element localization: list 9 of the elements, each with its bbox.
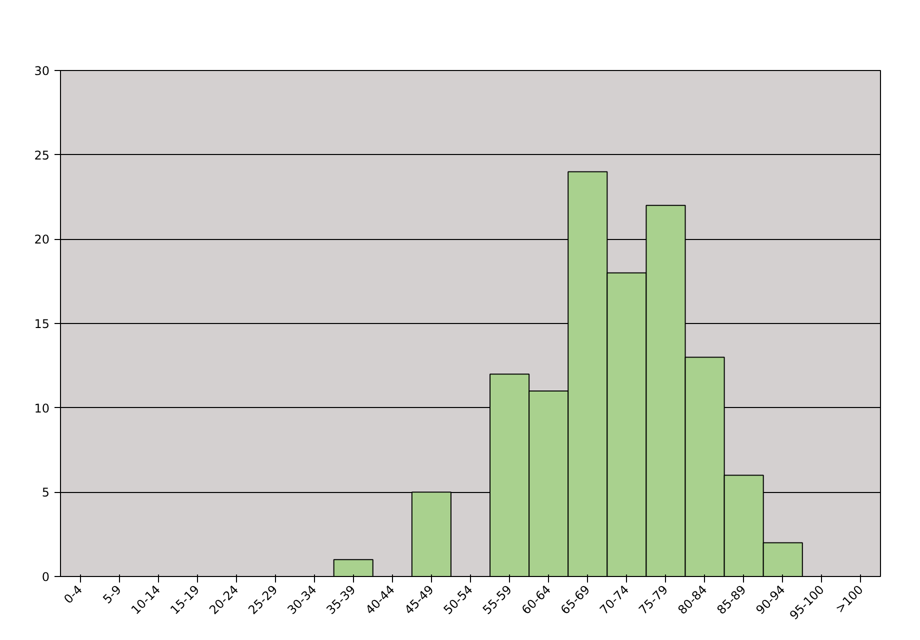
x-tick-label: 5-9	[100, 582, 124, 606]
y-tick-label: 10	[34, 401, 50, 416]
y-tick-label: 15	[34, 317, 50, 331]
y-tick-label: 0	[42, 570, 50, 584]
y-tick-label: 20	[34, 232, 50, 247]
x-tick-label: 0-4	[61, 582, 85, 606]
y-tick-label: 25	[34, 148, 50, 162]
y-tick-label: 5	[42, 486, 50, 500]
y-tick-label: 30	[34, 64, 50, 78]
